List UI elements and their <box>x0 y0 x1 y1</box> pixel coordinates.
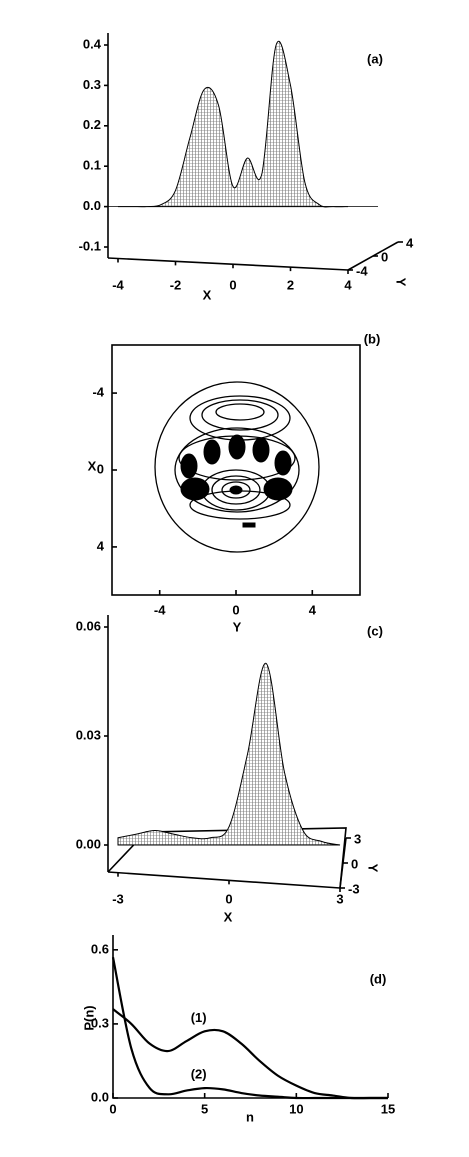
y-tick-label: -4 <box>92 385 104 400</box>
series-label: (1) <box>191 1010 207 1025</box>
x-axis <box>107 871 341 889</box>
x-tick-label: -3 <box>112 891 124 906</box>
x-tick-label: 15 <box>381 1101 395 1116</box>
x-tick-label: 2 <box>287 277 294 292</box>
y-tick-label: 0 <box>351 856 358 871</box>
x-tick-label: 4 <box>344 277 352 292</box>
x-tick-label: 0 <box>225 891 232 906</box>
x-axis <box>107 257 349 271</box>
z-tick-label: 0.06 <box>76 618 101 633</box>
x-axis-label: Y <box>233 619 242 634</box>
x-axis-label: X <box>203 287 212 302</box>
series-line <box>112 1008 388 1100</box>
axes <box>112 935 388 1099</box>
x-tick-label: 3 <box>336 891 343 906</box>
y-axis-label: P(n) <box>81 1005 96 1030</box>
z-tick-label: 0.4 <box>83 36 102 51</box>
z-tick-label: 0.03 <box>76 727 101 742</box>
x-tick-label: 0 <box>229 277 236 292</box>
y-tick-label: 0 <box>381 249 388 264</box>
series-label: (2) <box>191 1067 207 1082</box>
z-tick-label: 0.0 <box>83 198 101 213</box>
x-axis-label: n <box>246 1109 254 1124</box>
z-tick-label: 0.3 <box>83 77 101 92</box>
panel-label: (c) <box>367 623 383 638</box>
panel-label: (d) <box>370 971 387 986</box>
y-tick-label: 0.0 <box>91 1089 109 1104</box>
y-tick-label: 4 <box>97 538 105 553</box>
surface <box>118 40 349 208</box>
y-axis-label: Y <box>394 278 409 287</box>
panel-label: (a) <box>367 51 383 66</box>
y-axis-label: Y <box>366 864 381 873</box>
x-axis-label: X <box>224 909 233 924</box>
y-tick-label: 0.3 <box>91 1015 109 1030</box>
y-tick-label: -4 <box>356 263 368 278</box>
x-tick-label: 0 <box>109 1101 116 1116</box>
y-axis-label: X <box>88 458 97 473</box>
panel-label: (b) <box>364 331 381 346</box>
z-tick-label: -0.1 <box>79 238 101 253</box>
y-tick-label: 3 <box>354 831 361 846</box>
surface <box>117 662 341 846</box>
z-tick-label: 0.00 <box>76 836 101 851</box>
z-tick-label: 0.1 <box>83 158 101 173</box>
x-tick-label: -4 <box>112 277 124 292</box>
y-tick-label: -3 <box>348 881 360 896</box>
x-tick-label: 10 <box>289 1101 303 1116</box>
x-tick-label: -2 <box>170 277 182 292</box>
y-tick-label: 0.6 <box>91 941 109 956</box>
x-tick-label: 4 <box>309 602 317 617</box>
x-tick-label: -4 <box>154 602 166 617</box>
contour-lines <box>154 381 320 553</box>
y-tick-label: 0 <box>97 461 104 476</box>
x-tick-label: 0 <box>232 602 239 617</box>
x-tick-label: 5 <box>201 1101 208 1116</box>
z-tick-label: 0.2 <box>83 117 101 132</box>
series-line <box>111 957 388 1100</box>
y-tick-label: 4 <box>406 235 414 250</box>
